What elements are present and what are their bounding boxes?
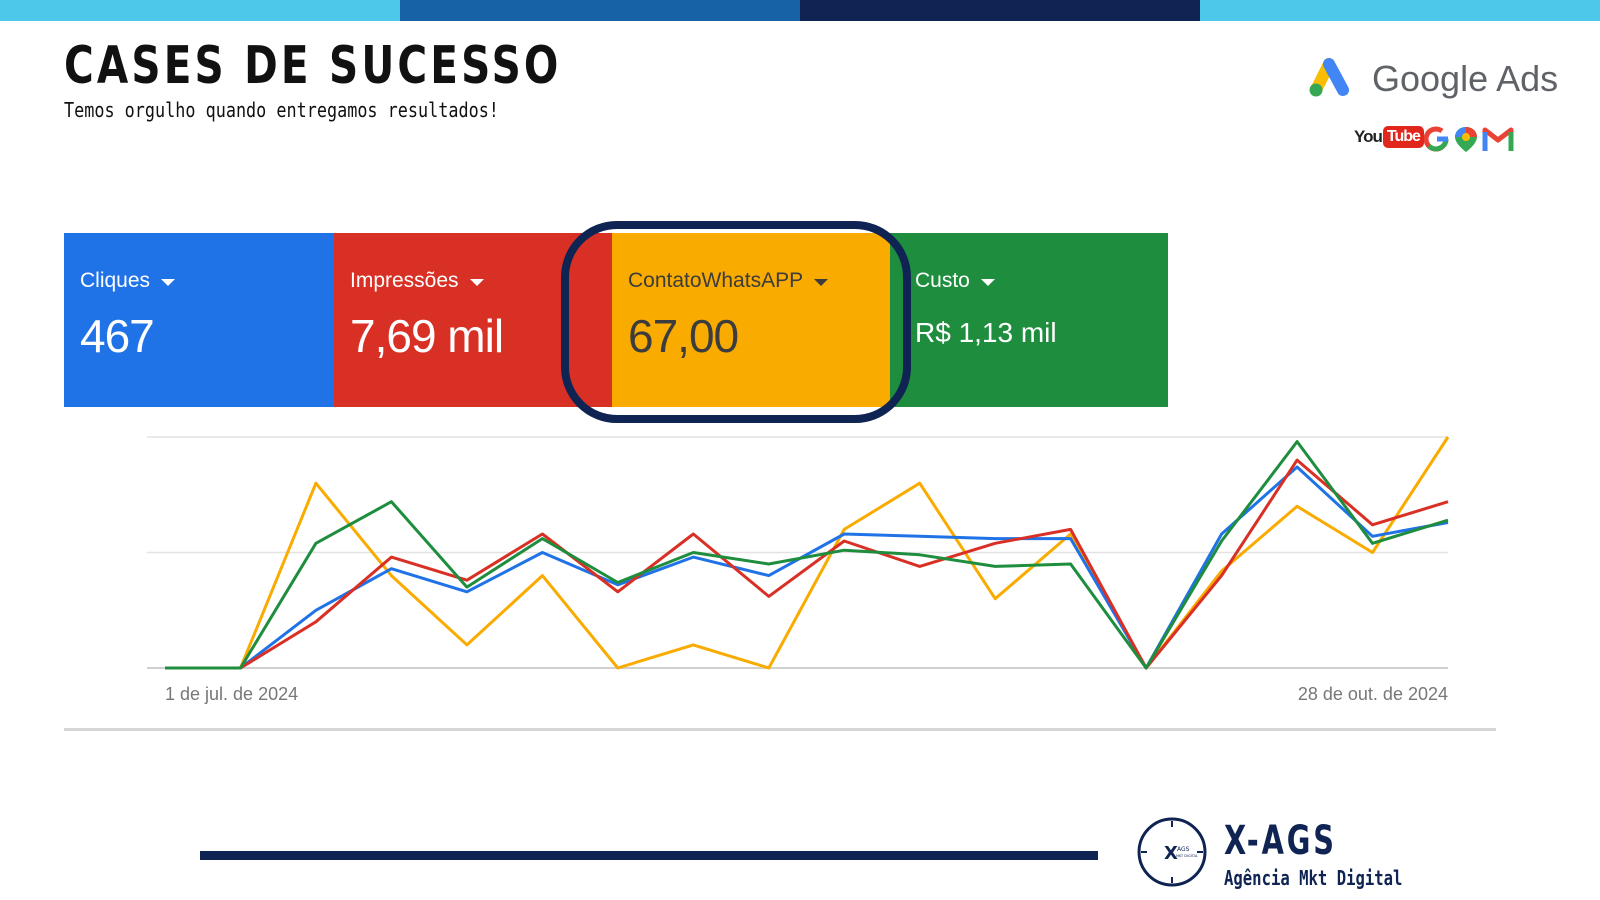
brand-name: X-AGS [1224,818,1337,864]
brand-badge-icon: X AGS MKT DIGITAL [1137,817,1207,887]
youtube-you-text: You [1354,127,1383,146]
divider-line [64,728,1496,731]
top-bar-segment [0,0,400,21]
metric-tile-whatsapp[interactable]: ContatoWhatsAPP 67,00 [612,233,890,407]
top-color-bar [0,0,1600,21]
metric-label: Impressões [350,269,459,292]
brand-tagline: Agência Mkt Digital [1224,866,1403,890]
metric-tile-clicks[interactable]: Cliques 467 [64,233,334,407]
metric-tile-cost[interactable]: Custo R$ 1,13 mil [890,233,1168,407]
x-axis-end-label: 28 de out. de 2024 [1298,684,1448,704]
series-line-cost [165,440,1449,670]
badge-x: X [1164,843,1178,864]
google-maps-pin-icon [1455,127,1477,152]
metric-value: 467 [80,310,155,362]
chevron-down-icon[interactable] [980,279,995,286]
top-bar-segment [400,0,800,21]
metric-label: Cliques [80,269,151,292]
youtube-logo: You Tube [1354,126,1424,148]
google-ads-logo-icon [1309,58,1349,97]
metric-label: ContatoWhatsAPP [628,269,804,292]
google-apps-icons [1424,126,1514,152]
gmail-icon [1482,127,1514,151]
series-line-impressions [165,458,1449,670]
highlight-ring [561,221,911,423]
google-ads-wordmark: Google Ads [1372,58,1559,99]
x-axis-start-label: 1 de jul. de 2024 [165,684,298,704]
metric-value: 7,69 mil [350,310,504,362]
chevron-down-icon[interactable] [161,279,176,286]
page-title: CASES DE SUCESSO [64,36,562,96]
line-chart: 1 de jul. de 2024 28 de out. de 2024 [147,436,1450,704]
chart-series [165,436,1450,670]
badge-small: AGS [1177,846,1190,853]
page-subtitle: Temos orgulho quando entregamos resultad… [64,98,499,122]
youtube-tube-text: Tube [1382,126,1424,148]
chart-grid [147,436,1448,669]
top-bar-segment [800,0,1200,21]
google-g-icon [1424,126,1449,152]
footer-bar [200,851,1098,860]
chevron-down-icon[interactable] [469,279,484,286]
top-bar-segment [1200,0,1600,21]
badge-tiny: MKT DIGITAL [1176,854,1198,858]
metric-label: Custo [915,269,970,292]
metric-value: 67,00 [628,310,739,362]
chevron-down-icon[interactable] [814,279,829,286]
series-line-whatsapp [165,436,1450,670]
metric-value: R$ 1,13 mil [915,317,1057,348]
